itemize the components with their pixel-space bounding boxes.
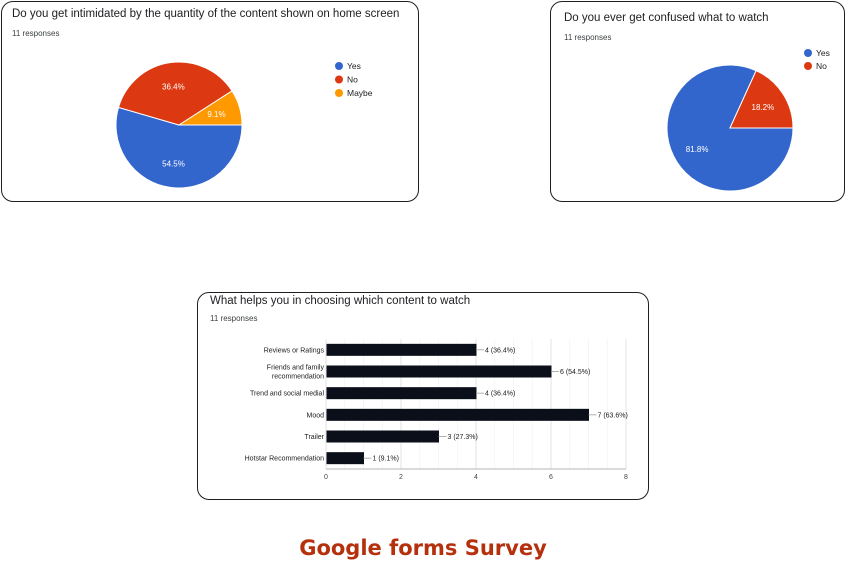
bar — [326, 387, 477, 400]
legend-label: Yes — [816, 48, 830, 58]
bar-value-label: 7 (63.6%) — [598, 412, 628, 419]
response-count: 11 responses — [564, 33, 612, 42]
bar-value-label: 3 (27.3%) — [448, 434, 478, 441]
pie-card-confused: Do you ever get confused what to watch 1… — [550, 1, 845, 202]
legend-marker — [804, 62, 812, 70]
category-label: Friends and family — [267, 365, 325, 372]
question-title: What helps you in choosing which content… — [210, 295, 471, 307]
pie-slice-label: 81.8% — [686, 145, 709, 154]
bar-value-label: 6 (54.5%) — [560, 369, 590, 376]
question-title: Do you get intimidated by the quantity o… — [12, 8, 400, 20]
pie-slice-label: 36.4% — [162, 82, 185, 91]
pie-card-intimidated: Do you get intimidated by the quantity o… — [1, 1, 419, 202]
legend-label: Maybe — [347, 88, 373, 98]
response-count: 11 responses — [12, 29, 60, 38]
bar — [326, 452, 364, 465]
bar-value-label: 4 (36.4%) — [485, 391, 515, 398]
bar-card-choosing: What helps you in choosing which content… — [197, 292, 649, 500]
category-label: Reviews or Ratings — [264, 347, 325, 354]
question-title: Do you ever get confused what to watch — [564, 12, 769, 24]
legend-marker — [335, 89, 343, 97]
bar-value-label: 4 (36.4%) — [485, 347, 515, 354]
x-tick-label: 2 — [399, 474, 403, 481]
pie-slice-yes — [115, 106, 243, 189]
category-label: Hotstar Recommendation — [245, 456, 324, 463]
pie-slice-maybe — [177, 90, 243, 126]
bar-chart-choosing: 0 2 4 6 8 4 (36.4%) Reviews or Ratings 6 (54.5%… — [245, 339, 628, 481]
pie-slice-no — [117, 61, 233, 126]
x-tick-label: 6 — [549, 474, 553, 481]
x-tick-label: 0 — [324, 474, 328, 481]
legend-label: No — [816, 61, 827, 71]
bar — [326, 408, 589, 421]
legend-marker — [335, 75, 343, 84]
category-label: recommendation — [272, 374, 324, 381]
pie-slice-no — [729, 70, 794, 129]
legend-marker — [804, 49, 812, 57]
page-footer-title: Google forms Survey — [299, 536, 547, 560]
response-count: 11 responses — [210, 314, 258, 323]
pie-slice-label: 18.2% — [752, 103, 775, 112]
pie-slice-label: 54.5% — [162, 160, 185, 169]
category-label: Trend and social medial — [250, 391, 325, 398]
category-label: Trailer — [304, 434, 324, 441]
legend-label: Yes — [347, 61, 361, 71]
bar — [326, 343, 477, 356]
pie-chart-intimidated: 54.5% 36.4% 9.1% Yes No Maybe — [115, 61, 373, 189]
bar — [326, 365, 552, 378]
bar-value-label: 1 (9.1%) — [373, 456, 399, 463]
legend-label: No — [347, 75, 358, 85]
pie-chart-confused: 81.8% 18.2% Yes No — [666, 48, 830, 192]
pie-slice-label: 9.1% — [207, 110, 225, 119]
category-label: Mood — [306, 412, 324, 419]
x-tick-label: 4 — [474, 474, 478, 481]
x-tick-label: 8 — [624, 474, 628, 481]
legend-marker — [335, 62, 343, 70]
bar — [326, 430, 439, 443]
